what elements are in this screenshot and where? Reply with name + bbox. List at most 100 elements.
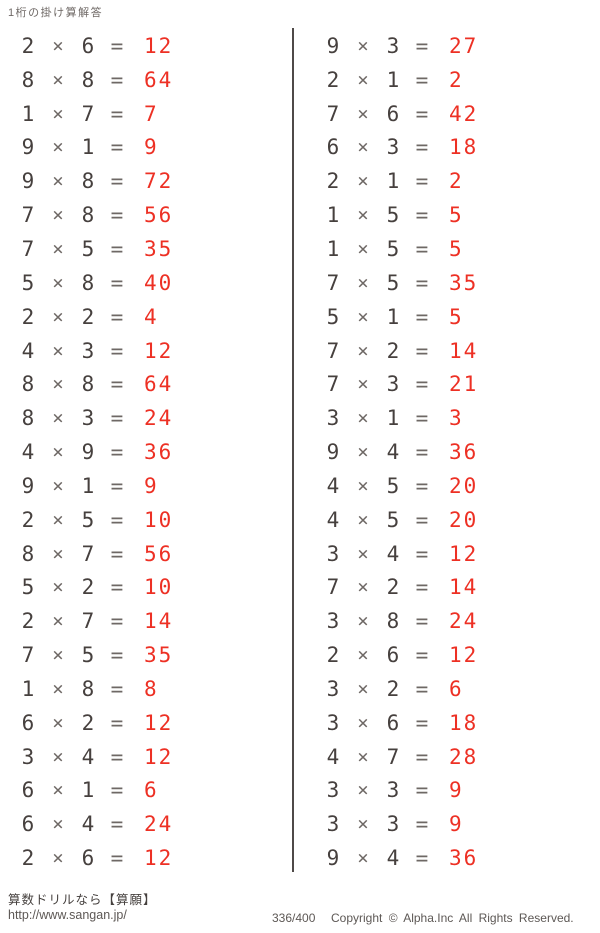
answer-value: 12 [449,643,479,668]
equals-sign: = [415,203,429,228]
times-sign: × [357,407,369,430]
page-title: 1桁の掛け算解答 [8,7,104,19]
multiplier: 2 [386,676,400,701]
equation-row: 5 × 2 = 10 [19,571,291,605]
times-sign: × [357,305,369,328]
times-sign: × [52,813,64,836]
equation-row: 7 × 2 = 14 [324,571,596,605]
times-sign: × [52,441,64,464]
times-sign: × [52,373,64,396]
equals-sign: = [415,236,429,261]
multiplicand: 2 [326,643,340,668]
equation-row: 3 × 3 = 9 [324,774,596,808]
equals-sign: = [415,33,429,58]
multiplier: 5 [386,203,400,228]
answer-value: 12 [144,33,174,58]
multiplier: 5 [386,507,400,532]
equation-row: 2 × 2 = 4 [19,300,291,334]
times-sign: × [357,170,369,193]
site-url: http://www.sangan.jp/ [8,908,127,922]
equation-row: 9 × 1 = 9 [19,469,291,503]
equals-sign: = [110,67,124,92]
equation-row: 6 × 1 = 6 [19,774,291,808]
multiplier: 5 [386,270,400,295]
answer-value: 18 [449,135,479,160]
equals-sign: = [415,643,429,668]
multiplicand: 8 [21,541,35,566]
multiplier: 2 [386,338,400,363]
multiplicand: 1 [326,203,340,228]
multiplier: 1 [386,304,400,329]
equals-sign: = [110,643,124,668]
multiplier: 3 [81,406,95,431]
equation-row: 4 × 3 = 12 [19,334,291,368]
equation-row: 9 × 4 = 36 [324,841,596,875]
times-sign: × [357,441,369,464]
equals-sign: = [110,473,124,498]
equals-sign: = [110,33,124,58]
answer-value: 27 [449,33,479,58]
equals-sign: = [415,101,429,126]
column-divider [292,28,294,872]
answer-value: 14 [144,609,174,634]
multiplicand: 3 [326,541,340,566]
multiplicand: 6 [21,778,35,803]
times-sign: × [357,711,369,734]
multiplier: 6 [81,846,95,871]
answer-value: 10 [144,575,174,600]
answer-value: 14 [449,575,479,600]
equals-sign: = [110,541,124,566]
multiplicand: 9 [326,33,340,58]
equation-row: 7 × 2 = 14 [324,334,596,368]
times-sign: × [357,610,369,633]
times-sign: × [357,204,369,227]
answer-value: 35 [449,270,479,295]
multiplicand: 2 [326,169,340,194]
multiplier: 3 [81,338,95,363]
equals-sign: = [110,101,124,126]
site-name: 算数ドリルなら【算願】 [8,893,157,907]
equation-row: 3 × 8 = 24 [324,604,596,638]
multiplier: 2 [81,710,95,735]
answer-value: 20 [449,473,479,498]
times-sign: × [357,779,369,802]
multiplier: 4 [81,812,95,837]
answer-value: 36 [449,846,479,871]
answer-value: 18 [449,710,479,735]
multiplier: 3 [386,778,400,803]
answer-value: 56 [144,203,174,228]
answer-value: 9 [144,135,159,160]
multiplicand: 7 [326,270,340,295]
equation-row: 4 × 5 = 20 [324,503,596,537]
multiplicand: 9 [21,473,35,498]
times-sign: × [357,373,369,396]
equals-sign: = [415,846,429,871]
multiplicand: 5 [21,575,35,600]
equals-sign: = [110,778,124,803]
multiplier: 7 [81,101,95,126]
times-sign: × [357,474,369,497]
times-sign: × [52,847,64,870]
answer-value: 72 [144,169,174,194]
equation-row: 4 × 5 = 20 [324,469,596,503]
equals-sign: = [415,744,429,769]
equation-row: 8 × 7 = 56 [19,537,291,571]
multiplicand: 7 [21,203,35,228]
answer-value: 5 [449,236,464,261]
times-sign: × [52,644,64,667]
times-sign: × [52,711,64,734]
answer-value: 14 [449,338,479,363]
multiplicand: 6 [21,710,35,735]
equation-row: 7 × 5 = 35 [19,232,291,266]
multiplier: 8 [386,609,400,634]
equation-row: 2 × 5 = 10 [19,503,291,537]
equation-row: 8 × 3 = 24 [19,401,291,435]
multiplier: 4 [386,541,400,566]
equals-sign: = [415,473,429,498]
answer-value: 10 [144,507,174,532]
equation-row: 7 × 8 = 56 [19,198,291,232]
multiplicand: 3 [326,778,340,803]
multiplicand: 1 [21,676,35,701]
multiplier: 8 [81,676,95,701]
answer-value: 3 [449,406,464,431]
